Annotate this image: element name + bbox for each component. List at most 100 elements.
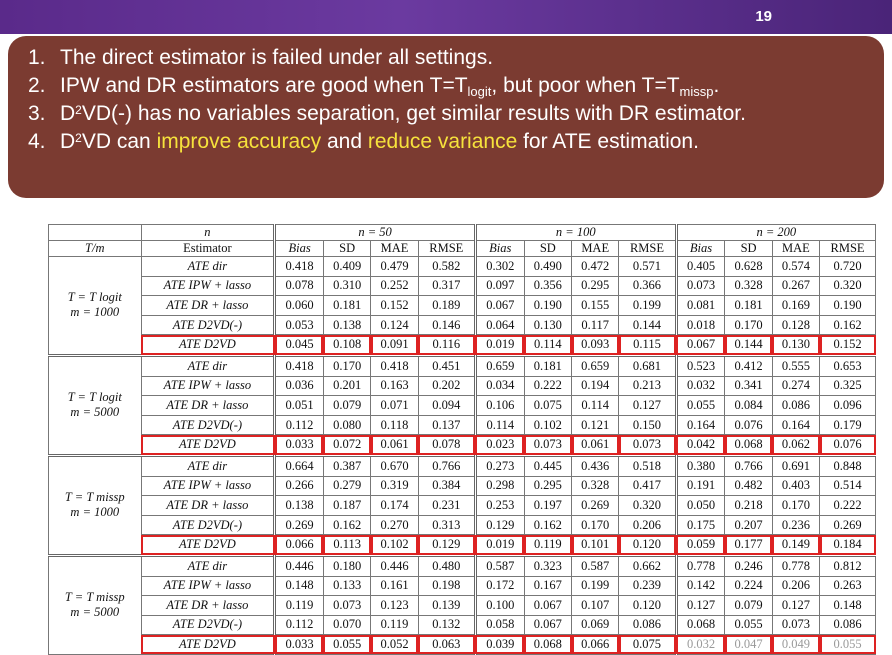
value-cell: 0.075 [523, 395, 573, 416]
value-cell: 0.445 [523, 453, 573, 477]
header-metric: MAE [370, 240, 419, 257]
value-cell: 0.574 [771, 256, 821, 277]
estimator-cell: ATE D2VD [140, 534, 276, 556]
value-cell: 0.190 [523, 295, 573, 316]
value-cell: 0.418 [273, 353, 324, 377]
value-cell: 0.144 [724, 334, 773, 356]
highlight-text: reduce variance [367, 130, 518, 153]
value-cell: 0.218 [724, 495, 773, 516]
table-header-row: T/m Estimator Bias SD MAE RMSE Bias SD MAE RMSE Bi… [48, 240, 876, 257]
value-cell: 0.269 [571, 495, 620, 516]
value-cell: 0.170 [771, 495, 821, 516]
estimator-label: ATE D2VD(-) [172, 517, 243, 532]
value-cell: 0.482 [724, 475, 773, 497]
estimator-cell: ATE dir [140, 553, 276, 577]
value-cell: 0.032 [674, 634, 726, 655]
value-cell: 0.139 [417, 595, 476, 616]
estimator-cell: ATE IPW + lasso [140, 475, 276, 497]
estimator-label: ATE D2VD [178, 637, 236, 652]
header-metric: MAE [771, 240, 821, 257]
table-row: T = T logit m = 5000 ATE dir 0.418 0.170 0.41… [48, 353, 876, 456]
value-cell: 0.480 [417, 553, 476, 577]
value-cell: 0.224 [724, 575, 773, 597]
summary-point: 2. IPW and DR estimators are good when T=… [28, 72, 870, 100]
value-cell: 0.019 [473, 534, 525, 556]
value-cell: 0.049 [771, 634, 821, 655]
value-cell: 0.064 [473, 314, 525, 336]
value-cell: 0.198 [417, 575, 476, 597]
value-cell: 0.273 [473, 453, 525, 477]
table-row: ATE D2VD(-) 0.112 0.080 0.118 0.137 0.114 0.10… [49, 414, 876, 436]
point-number: 1. [28, 46, 46, 69]
value-cell: 0.096 [819, 395, 876, 416]
estimator-cell: ATE D2VD [140, 434, 276, 456]
value-cell: 0.206 [618, 514, 677, 536]
value-cell: 0.055 [674, 395, 726, 416]
estimator-cell: ATE DR + lasso [140, 295, 276, 316]
value-cell: 0.587 [473, 553, 525, 577]
value-cell: 0.128 [771, 314, 821, 336]
value-cell: 0.172 [473, 575, 525, 597]
value-cell: 0.129 [473, 514, 525, 536]
value-cell: 0.514 [819, 475, 876, 497]
header-metric: RMSE [819, 240, 876, 257]
estimator-cell: ATE D2VD(-) [140, 314, 276, 336]
table-row: ATE IPW + lasso 0.036 0.201 0.163 0.202 0.034… [49, 375, 876, 397]
estimator-label: ATE D2VD [178, 537, 236, 552]
value-cell: 0.121 [571, 414, 620, 436]
setting-label: T = T logit [67, 290, 122, 305]
value-cell: 0.812 [819, 553, 876, 577]
value-cell: 0.174 [370, 495, 419, 516]
value-cell: 0.302 [473, 256, 525, 277]
value-cell: 0.067 [674, 334, 726, 356]
header-metric: SD [322, 240, 372, 257]
value-cell: 0.075 [618, 634, 677, 655]
value-cell: 0.115 [618, 334, 677, 356]
value-cell: 0.490 [523, 256, 573, 277]
value-cell: 0.073 [674, 275, 726, 297]
header-metric: Bias [273, 240, 324, 257]
value-cell: 0.191 [674, 475, 726, 497]
estimator-cell: ATE IPW + lasso [140, 375, 276, 397]
value-cell: 0.102 [523, 414, 573, 436]
value-cell: 0.152 [370, 295, 419, 316]
table-row: ATE D2VD 0.033 0.072 0.061 0.078 0.023 0.073 0.… [49, 434, 876, 456]
value-cell: 0.253 [473, 495, 525, 516]
value-cell: 0.472 [571, 256, 620, 277]
estimator-cell: ATE D2VD(-) [140, 614, 276, 636]
sample-size-label: m = 1000 [70, 505, 120, 520]
value-cell: 0.080 [322, 414, 372, 436]
value-cell: 0.055 [724, 614, 773, 636]
value-cell: 0.070 [322, 614, 372, 636]
estimator-label: ATE D2VD(-) [172, 617, 243, 632]
value-cell: 0.190 [819, 295, 876, 316]
value-cell: 0.149 [771, 534, 821, 556]
value-cell: 0.148 [273, 575, 324, 597]
sample-size-label: m = 5000 [70, 605, 120, 620]
value-cell: 0.295 [523, 475, 573, 497]
value-cell: 0.263 [819, 575, 876, 597]
header-metric: SD [724, 240, 773, 257]
value-cell: 0.129 [417, 534, 476, 556]
value-cell: 0.130 [771, 334, 821, 356]
value-cell: 0.148 [819, 595, 876, 616]
table-row: ATE D2VD(-) 0.269 0.162 0.270 0.313 0.129 0.16… [49, 514, 876, 536]
value-cell: 0.197 [523, 495, 573, 516]
value-cell: 0.120 [618, 595, 677, 616]
table-row: ATE DR + lasso 0.051 0.079 0.071 0.094 0.106 0… [49, 395, 876, 416]
value-cell: 0.319 [370, 475, 419, 497]
value-cell: 0.295 [571, 275, 620, 297]
value-cell: 0.162 [819, 314, 876, 336]
value-cell: 0.523 [674, 353, 726, 377]
value-cell: 0.169 [771, 295, 821, 316]
setting-label: T = T logit [67, 390, 122, 405]
value-cell: 0.114 [523, 334, 573, 356]
value-cell: 0.078 [273, 275, 324, 297]
sample-size-label: m = 5000 [70, 405, 120, 420]
value-cell: 0.073 [618, 434, 677, 456]
value-cell: 0.170 [322, 353, 372, 377]
value-cell: 0.681 [618, 353, 677, 377]
estimator-cell: ATE IPW + lasso [140, 275, 276, 297]
value-cell: 0.100 [473, 595, 525, 616]
